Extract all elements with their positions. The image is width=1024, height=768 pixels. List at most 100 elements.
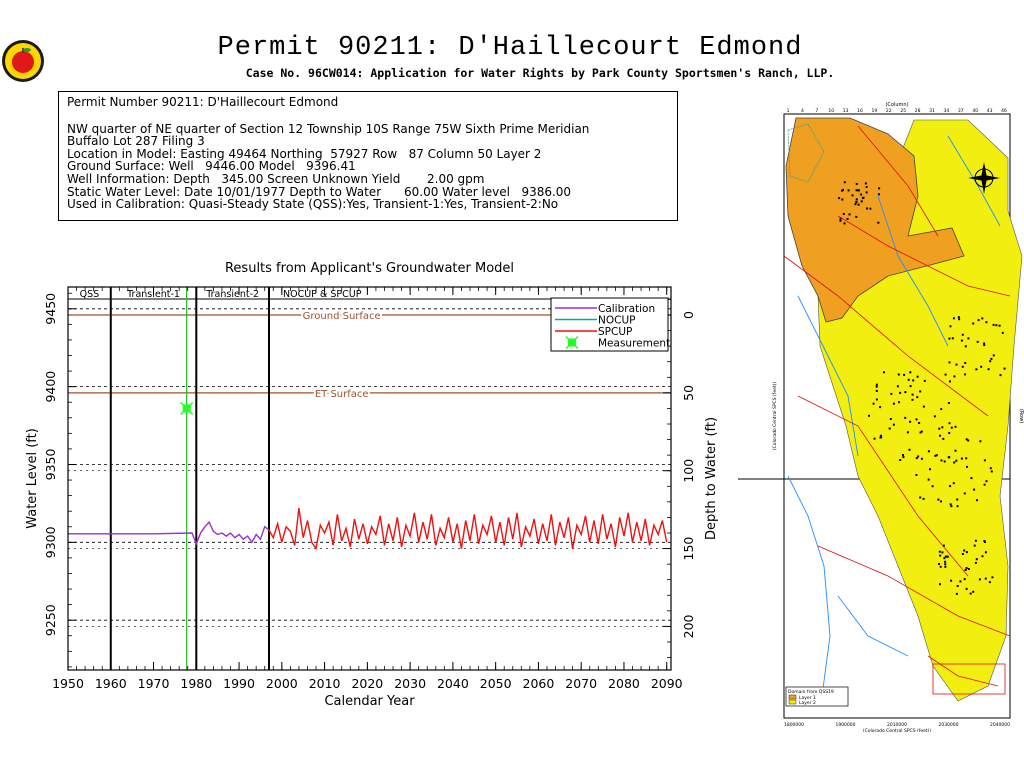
- page-subtitle: Case No. 96CW014: Application for Water …: [245, 66, 835, 80]
- y-axis-label: Water Level (ft): [25, 428, 40, 529]
- map-well-marker: [955, 363, 958, 366]
- map-well-marker: [873, 437, 876, 440]
- map-well-marker: [869, 207, 872, 210]
- map-well-marker: [967, 337, 970, 340]
- map-well-marker: [939, 434, 942, 437]
- groundwater-chart: Results from Applicant's Groundwater Mod…: [25, 261, 719, 709]
- map-well-marker: [988, 581, 991, 584]
- map-road: [857, 125, 939, 237]
- legend-label: Calibration: [598, 303, 655, 315]
- map-well-marker: [915, 418, 918, 421]
- map-well-marker: [955, 592, 958, 595]
- y-tick-label: 9350: [43, 449, 58, 481]
- map-well-marker: [976, 499, 978, 502]
- map-top-tick-label: 28: [915, 108, 921, 114]
- map-well-marker: [975, 558, 978, 561]
- map-well-marker: [949, 503, 952, 506]
- map-well-marker: [953, 461, 956, 464]
- map-well-marker: [959, 580, 962, 583]
- map-well-marker: [950, 426, 953, 429]
- map-well-marker: [838, 197, 841, 200]
- period-label: NOCUP & SPCUP: [283, 289, 362, 300]
- map-well-marker: [843, 181, 846, 184]
- permit-info-line: Ground Surface: Well 9446.00 Model 9396.…: [67, 159, 356, 174]
- map-well-marker: [842, 188, 844, 191]
- organization-logo: [2, 40, 44, 82]
- y-tick-label: 9300: [43, 526, 58, 558]
- map-well-marker: [875, 398, 878, 401]
- period-label: QSS: [80, 289, 100, 300]
- chart-title: Results from Applicant's Groundwater Mod…: [225, 261, 514, 276]
- map-top-tick-label: 7: [815, 108, 818, 114]
- map-well-marker: [963, 549, 966, 552]
- map-river: [797, 295, 859, 457]
- map-river: [787, 475, 831, 697]
- map-bottom-tick-label: 2010000: [887, 722, 907, 728]
- map-well-marker: [964, 345, 967, 348]
- map-well-marker: [854, 203, 857, 206]
- map-top-axis-label: (Column): [885, 102, 908, 108]
- map-well-marker: [866, 207, 868, 210]
- map-well-marker: [981, 555, 984, 558]
- map-well-marker: [948, 422, 951, 425]
- map-well-marker: [989, 360, 992, 363]
- map-top-tick-label: 4: [801, 108, 804, 114]
- map-well-marker: [950, 505, 953, 508]
- map-well-marker: [940, 500, 942, 503]
- map-well-marker: [970, 477, 973, 480]
- map-well-marker: [931, 485, 934, 488]
- map-right-axis-label: (Row): [1018, 409, 1024, 423]
- x-tick-label: 2040: [437, 676, 469, 691]
- map-well-marker: [909, 371, 912, 374]
- map-well-marker: [965, 551, 968, 554]
- map-well-marker: [960, 457, 963, 460]
- map-layer1-region: [785, 117, 965, 323]
- map-well-marker: [892, 423, 895, 426]
- map-road: [817, 545, 1011, 637]
- map-well-marker: [961, 553, 964, 555]
- y2-axis-label: Depth to Water (ft): [704, 417, 719, 540]
- map-well-marker: [889, 418, 892, 420]
- map-well-marker: [898, 401, 900, 404]
- map-well-marker: [965, 438, 968, 441]
- x-tick-label: 2010: [309, 676, 341, 691]
- map-well-marker: [992, 354, 995, 357]
- reference-line-label: ET Surface: [315, 389, 369, 400]
- map-well-marker: [841, 198, 844, 201]
- map-top-tick-label: 34: [944, 108, 950, 114]
- map-well-marker: [848, 213, 851, 216]
- map-well-marker: [877, 221, 880, 224]
- map-well-marker: [842, 213, 845, 215]
- map-well-marker: [961, 365, 964, 368]
- legend-label: SPCUP: [598, 326, 632, 338]
- y-tick-label: 9250: [43, 604, 58, 636]
- map-well-marker: [922, 497, 925, 500]
- map-well-marker: [983, 342, 986, 345]
- map-well-marker: [956, 498, 959, 501]
- map-well-marker: [943, 557, 946, 560]
- map-legend-swatch: [788, 694, 797, 700]
- map-well-marker: [923, 379, 926, 382]
- map-well-marker: [939, 565, 942, 568]
- map-well-marker: [963, 492, 966, 495]
- map-well-marker: [942, 437, 945, 440]
- map-legend-swatch: [788, 699, 797, 705]
- map-well-marker: [912, 379, 915, 382]
- map-well-marker: [938, 427, 941, 430]
- map-well-marker: [979, 440, 982, 443]
- map-river: [877, 195, 949, 347]
- map-well-marker: [944, 563, 947, 566]
- map-well-marker: [989, 467, 992, 470]
- map-well-marker: [909, 420, 912, 423]
- map-top-tick-label: 40: [972, 108, 978, 114]
- map-well-marker: [896, 385, 899, 388]
- map-well-marker: [991, 576, 994, 579]
- map-well-marker: [878, 193, 880, 196]
- map-well-marker: [922, 405, 925, 408]
- x-tick-label: 1980: [180, 676, 212, 691]
- map-well-marker: [965, 567, 968, 569]
- map-well-marker: [985, 321, 988, 324]
- map-well-marker: [967, 439, 970, 442]
- map-well-marker: [963, 578, 966, 581]
